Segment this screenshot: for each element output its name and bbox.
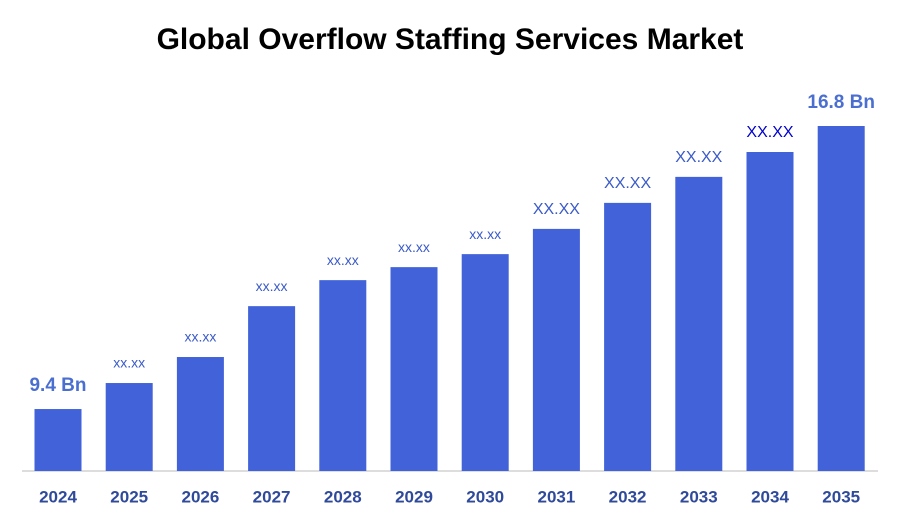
x-tick-label: 2031 bbox=[537, 487, 575, 506]
x-tick-label: 2028 bbox=[324, 487, 362, 506]
value-label: 9.4 Bn bbox=[29, 375, 86, 396]
x-tick-label: 2035 bbox=[822, 487, 860, 506]
value-label: xx.xx bbox=[184, 329, 216, 345]
bar bbox=[675, 176, 723, 471]
x-tick-label: 2025 bbox=[110, 487, 148, 506]
value-label: XX.XX bbox=[746, 124, 793, 141]
value-label: XX.XX bbox=[604, 175, 651, 192]
bar bbox=[604, 202, 652, 471]
bar bbox=[461, 254, 509, 471]
x-tick-label: 2033 bbox=[680, 487, 718, 506]
bar bbox=[532, 228, 580, 471]
value-label: 16.8 Bn bbox=[807, 92, 875, 113]
bar bbox=[817, 126, 865, 471]
x-tick-label: 2034 bbox=[751, 487, 789, 506]
chart-title: Global Overflow Staffing Services Market bbox=[157, 23, 744, 56]
bar bbox=[105, 383, 153, 471]
x-tick-label: 2026 bbox=[181, 487, 219, 506]
value-label: xx.xx bbox=[256, 278, 288, 294]
bar bbox=[319, 280, 367, 471]
value-label: xx.xx bbox=[327, 252, 359, 268]
bar bbox=[34, 409, 82, 471]
bar bbox=[176, 357, 224, 471]
x-tick-label: 2024 bbox=[39, 487, 77, 506]
value-label: xx.xx bbox=[469, 226, 501, 242]
value-label: XX.XX bbox=[675, 149, 722, 166]
bar bbox=[390, 267, 438, 471]
value-label: xx.xx bbox=[113, 355, 145, 371]
x-tick-label: 2030 bbox=[466, 487, 504, 506]
x-tick-label: 2027 bbox=[253, 487, 291, 506]
bar bbox=[746, 152, 794, 472]
bar bbox=[248, 306, 296, 471]
value-label: xx.xx bbox=[398, 239, 430, 255]
x-tick-label: 2029 bbox=[395, 487, 433, 506]
x-tick-label: 2032 bbox=[609, 487, 647, 506]
value-label: XX.XX bbox=[533, 201, 580, 218]
